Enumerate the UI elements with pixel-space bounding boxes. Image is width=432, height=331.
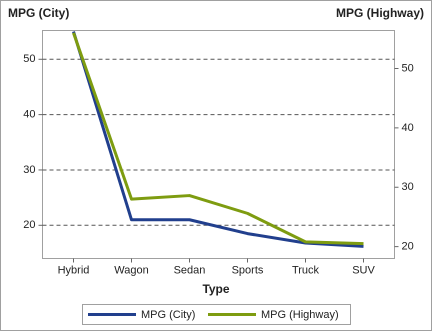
x-tick-label: Sports <box>232 264 264 276</box>
y-tick-label: 40 <box>23 109 35 121</box>
y2-axis-label: MPG (Highway) <box>336 6 424 20</box>
y2-tick-label: 50 <box>402 62 414 74</box>
y2-tick-label: 30 <box>402 181 414 193</box>
x-axis-label: Type <box>202 282 229 296</box>
y-tick-label: 20 <box>23 219 35 231</box>
x-tick-label: Hybrid <box>58 264 90 276</box>
x-tick-label: Truck <box>292 264 320 276</box>
x-tick-label: SUV <box>352 264 375 276</box>
plot-area <box>42 30 395 259</box>
x-tick-label: Sedan <box>174 264 206 276</box>
series-line <box>72 32 364 246</box>
y2-tick-label: 40 <box>402 122 414 134</box>
y2-tick-label: 20 <box>402 241 414 253</box>
y-axis-label: MPG (City) <box>8 6 69 20</box>
x-tick-label: Wagon <box>114 264 148 276</box>
legend-label: MPG (Highway) <box>261 309 339 321</box>
y-tick-label: 30 <box>23 164 35 176</box>
y-tick-label: 50 <box>23 53 35 65</box>
legend-label: MPG (City) <box>141 309 195 321</box>
